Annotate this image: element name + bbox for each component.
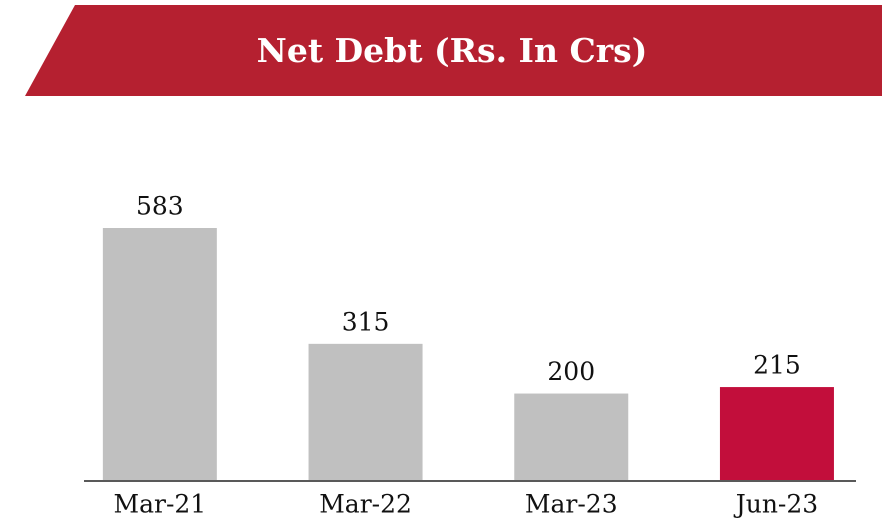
x-tick-label: Mar-21 [113,490,206,519]
value-label: 583 [136,192,184,221]
value-label: 200 [547,357,595,386]
value-label: 315 [342,307,390,336]
bar [102,228,217,480]
chart-title: Net Debt (Rs. In Crs) [257,31,648,70]
bar [719,387,834,480]
value-label: 215 [753,351,801,380]
x-tick-label: Jun-23 [733,490,818,519]
title-banner [25,5,882,96]
x-tick-label: Mar-22 [319,490,412,519]
bar [308,343,423,480]
x-tick-label: Mar-23 [525,490,618,519]
bar [514,393,629,480]
